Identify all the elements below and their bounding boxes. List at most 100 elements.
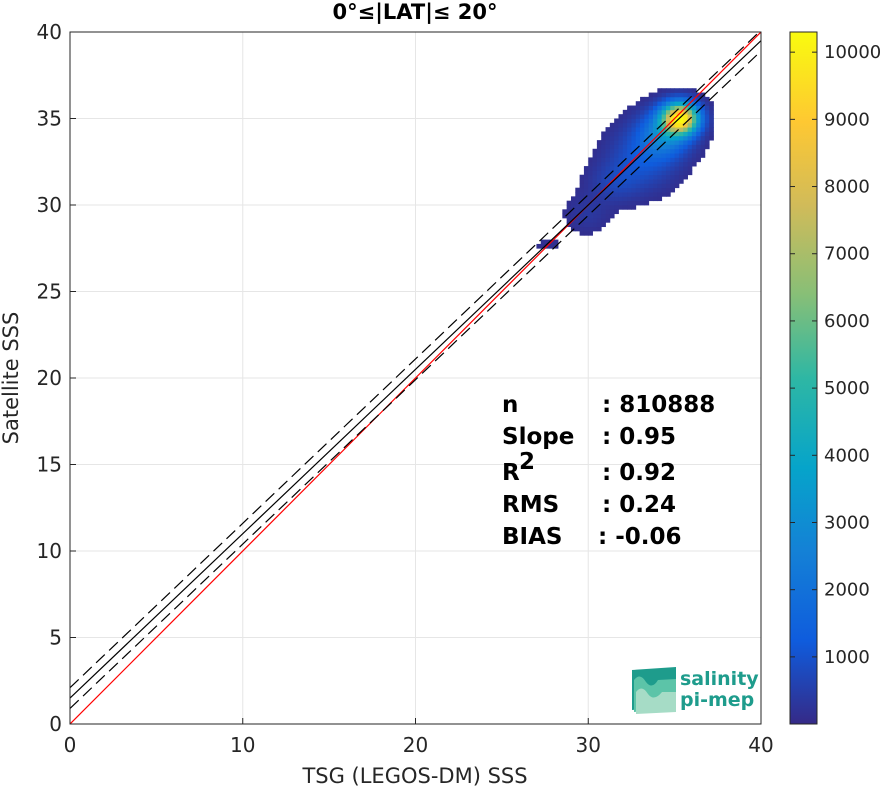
heatmap-cell [665, 170, 671, 176]
heatmap-cell [648, 114, 654, 119]
heatmap-cell [661, 118, 667, 124]
heatmap-cell [674, 153, 680, 158]
heatmap-cell [631, 140, 637, 145]
heatmap-cell [562, 209, 568, 215]
heatmap-cell [631, 179, 637, 184]
heatmap-cell [700, 92, 706, 98]
heatmap-cell [678, 101, 684, 106]
heatmap-cell [614, 209, 619, 215]
heatmap-cell [583, 166, 589, 171]
heatmap-cell [570, 213, 576, 219]
heatmap-cell [605, 131, 611, 137]
heatmap-cell [622, 200, 628, 206]
colorbar-tick-label: 6000 [824, 311, 870, 332]
heatmap-cell [661, 166, 667, 171]
stat-label: n [502, 392, 518, 418]
heatmap-cell [644, 118, 650, 124]
heatmap-cell [614, 205, 619, 210]
y-tick-label: 20 [37, 366, 62, 390]
heatmap-cell [704, 144, 710, 150]
heatmap-cell [596, 200, 602, 206]
heatmap-cell [609, 135, 615, 141]
y-tick-label: 40 [37, 20, 62, 44]
heatmap-cell [614, 140, 619, 145]
heatmap-cell [674, 140, 680, 145]
heatmap-cell [661, 122, 667, 128]
heatmap-cell [674, 174, 680, 180]
heatmap-cell [665, 105, 671, 111]
heatmap-cell [614, 144, 619, 150]
heatmap-cell [627, 109, 632, 115]
heatmap-cell [605, 170, 611, 176]
heatmap-cell [683, 88, 688, 93]
heatmap-cell [640, 166, 645, 171]
colorbar-tick-label: 7000 [824, 244, 870, 265]
heatmap-cell [661, 92, 667, 98]
stat-value: : 0.92 [602, 460, 676, 486]
heatmap-cell [696, 114, 701, 119]
heatmap-cell [653, 183, 658, 189]
heatmap-cell [609, 144, 615, 150]
heatmap-cell [661, 157, 667, 163]
heatmap-cell [614, 166, 619, 171]
heatmap-cell [678, 148, 684, 154]
heatmap-cell [631, 114, 637, 119]
heatmap-cell [644, 148, 650, 154]
heatmap-cell [609, 122, 615, 128]
heatmap-cell [661, 183, 667, 189]
heatmap-cell [674, 170, 680, 176]
heatmap-cell [674, 109, 680, 115]
heatmap-cell [700, 105, 706, 111]
heatmap-cell [588, 213, 593, 219]
heatmap-cell [627, 122, 632, 128]
reference-line-0 [70, 32, 761, 724]
heatmap-cell [648, 122, 654, 128]
heatmap-cell [545, 239, 550, 245]
heatmap-cell [588, 179, 593, 184]
heatmap-cell [683, 170, 688, 176]
heatmap-cell [653, 127, 658, 132]
heatmap-cell [609, 153, 615, 158]
heatmap-cell [653, 92, 658, 98]
heatmap-cell [657, 170, 663, 176]
heatmap-cell [631, 153, 637, 158]
heatmap-cell [609, 187, 615, 193]
heatmap-cell [691, 144, 697, 150]
heatmap-cell [609, 196, 615, 202]
heatmap-cell [640, 153, 645, 158]
heatmap-cell [683, 161, 688, 167]
heatmap-cell [635, 179, 641, 184]
heatmap-cell [631, 118, 637, 124]
heatmap-cell [653, 187, 658, 193]
heatmap-cell [575, 196, 581, 202]
colorbar-tick-label: 4000 [824, 445, 870, 466]
heatmap-cell [644, 161, 650, 167]
heatmap-cell [674, 105, 680, 111]
heatmap-cell [618, 157, 624, 163]
heatmap-cell [696, 135, 701, 141]
heatmap-cell [640, 174, 645, 180]
heatmap-cell [665, 153, 671, 158]
heatmap-cell [640, 161, 645, 167]
heatmap-cell [618, 196, 624, 202]
heatmap-cell [665, 96, 671, 102]
heatmap-cell [691, 88, 697, 93]
heatmap-cell [653, 166, 658, 171]
heatmap-cell [657, 179, 663, 184]
heatmap-cell [566, 213, 572, 219]
colorbar-tick-label: 10000 [824, 42, 881, 63]
heatmap-cell [622, 118, 628, 124]
heatmap-cell [657, 183, 663, 189]
heatmap-cell [588, 187, 593, 193]
heatmap-cell [665, 118, 671, 124]
heatmap-cell [605, 192, 611, 197]
heatmap-cell [691, 131, 697, 137]
heatmap-cell [644, 153, 650, 158]
heatmap-cell [704, 140, 710, 145]
heatmap-cell [704, 109, 710, 115]
heatmap-cell [674, 131, 680, 137]
heatmap-cell [627, 118, 632, 124]
heatmap-cell [609, 170, 615, 176]
heatmap-cell [601, 205, 606, 210]
heatmap-cell [575, 226, 581, 232]
